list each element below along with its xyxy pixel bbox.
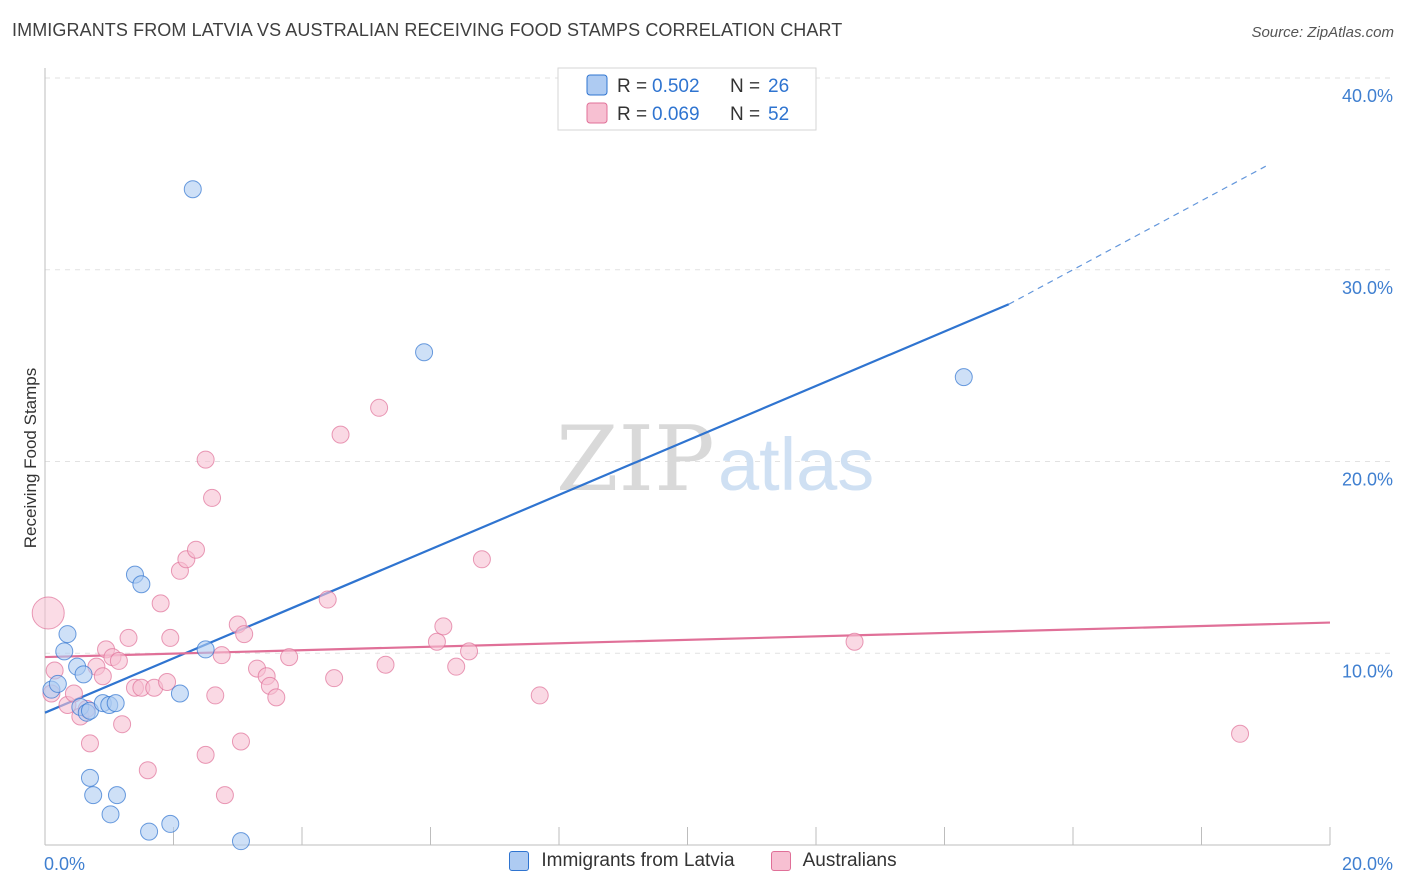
legend-r-label-2: R = [617, 104, 647, 125]
australians-point-40 [325, 669, 344, 688]
australians-point-51 [1231, 724, 1250, 743]
australians-point-45 [434, 617, 453, 636]
australians-point-21 [161, 628, 180, 647]
legend-n-value-2: 52 [768, 104, 789, 125]
australians-point-41 [331, 425, 350, 444]
legend-n-value-1: 26 [768, 76, 789, 97]
australians-point-38 [280, 648, 299, 667]
australians-point-19 [151, 594, 170, 613]
australians-point-27 [203, 488, 222, 507]
australians-point-12 [109, 651, 128, 670]
australians-point-9 [93, 667, 112, 686]
australians-point-49 [530, 686, 549, 705]
y-tick-labels: 10.0% 20.0% 30.0% 40.0% [1342, 86, 1393, 681]
legend-n-label-2: N = [730, 104, 760, 125]
australians-point-37 [267, 688, 286, 707]
stats-legend: R = 0.502 N = 26 R = 0.069 N = 52 [557, 67, 817, 131]
australians-point-43 [376, 655, 395, 674]
latvia-point-10 [84, 786, 103, 805]
latvia-point-6 [74, 665, 93, 684]
x-tick-label-1: 20.0% [1342, 854, 1393, 874]
watermark-atlas: atlas [718, 423, 874, 506]
australians-point-7 [80, 734, 99, 753]
australians-point-39 [318, 590, 337, 609]
latvia-point-15 [107, 786, 126, 805]
latvia-point-18 [140, 822, 159, 841]
chart-title: IMMIGRANTS FROM LATVIA VS AUSTRALIAN REC… [12, 20, 843, 40]
australians-point-48 [472, 550, 491, 569]
chart-source: Source: ZipAtlas.com [1251, 24, 1394, 41]
latvia-point-20 [170, 684, 189, 703]
legend-n-label-1: N = [730, 76, 760, 97]
australians-point-33 [235, 625, 254, 644]
latvia-point-2 [55, 642, 74, 661]
y-tick-label-2: 30.0% [1342, 278, 1393, 298]
x-tick-label-0: 0.0% [44, 854, 85, 874]
australians-point-42 [370, 398, 389, 417]
latvia-point-17 [132, 575, 151, 594]
latvia-point-24 [415, 343, 434, 362]
australians-point-29 [212, 646, 231, 665]
latvia-point-13 [101, 805, 120, 824]
legend-swatch-australians-bottom [770, 851, 791, 871]
legend-label-australians: Australians [802, 850, 897, 871]
australians-point-32 [231, 732, 250, 751]
legend-item-latvia: Immigrants from Latvia [509, 850, 735, 872]
legend-label-latvia: Immigrants from Latvia [541, 850, 735, 871]
y-tick-label-3: 40.0% [1342, 86, 1393, 106]
australians-point-13 [113, 715, 132, 734]
australians-point-44 [427, 632, 446, 651]
australians-point-28 [206, 686, 225, 705]
latvia-point-22 [196, 640, 215, 659]
trend-line-1 [44, 621, 1331, 659]
australians-point-47 [460, 642, 479, 661]
trend-line-extension-0 [1008, 165, 1267, 305]
series-legend: Immigrants from Latvia Australians [0, 850, 1406, 872]
australians-point-14 [119, 628, 138, 647]
legend-swatch-latvia-bottom [509, 851, 530, 871]
australians-point-24 [186, 540, 205, 559]
y-tick-label-0: 10.0% [1342, 661, 1393, 681]
australians-point-50 [845, 632, 864, 651]
legend-swatch-australians [586, 102, 608, 124]
legend-item-australians: Australians [770, 850, 897, 872]
latvia-point-23 [231, 832, 250, 851]
legend-r-value-2: 0.069 [652, 104, 700, 125]
australians-point-17 [138, 761, 157, 780]
latvia-point-21 [183, 180, 202, 199]
latvia-point-19 [161, 814, 180, 833]
australians-point-46 [447, 657, 466, 676]
latvia-point-25 [954, 368, 973, 387]
y-tick-label-1: 20.0% [1342, 470, 1393, 490]
latvia-point-3 [58, 625, 77, 644]
data-points [31, 180, 1250, 851]
trend-line-0 [44, 303, 1010, 714]
legend-swatch-latvia [586, 74, 608, 96]
australians-point-30 [215, 786, 234, 805]
australians-point-25 [196, 450, 215, 469]
gridlines [45, 77, 1394, 654]
latvia-point-9 [80, 768, 99, 787]
y-axis-label: Receiving Food Stamps [21, 368, 40, 548]
australians-point-26 [196, 745, 215, 764]
australians-point-20 [158, 673, 177, 692]
x-tick-labels: 0.0% 20.0% [44, 854, 1393, 874]
latvia-point-14 [106, 694, 125, 713]
australians-point-0 [31, 596, 65, 630]
watermark-zip: ZIP [556, 407, 715, 512]
legend-r-label-1: R = [617, 76, 647, 97]
latvia-point-1 [48, 674, 67, 693]
axes [44, 68, 1331, 846]
legend-r-value-1: 0.502 [652, 76, 700, 97]
